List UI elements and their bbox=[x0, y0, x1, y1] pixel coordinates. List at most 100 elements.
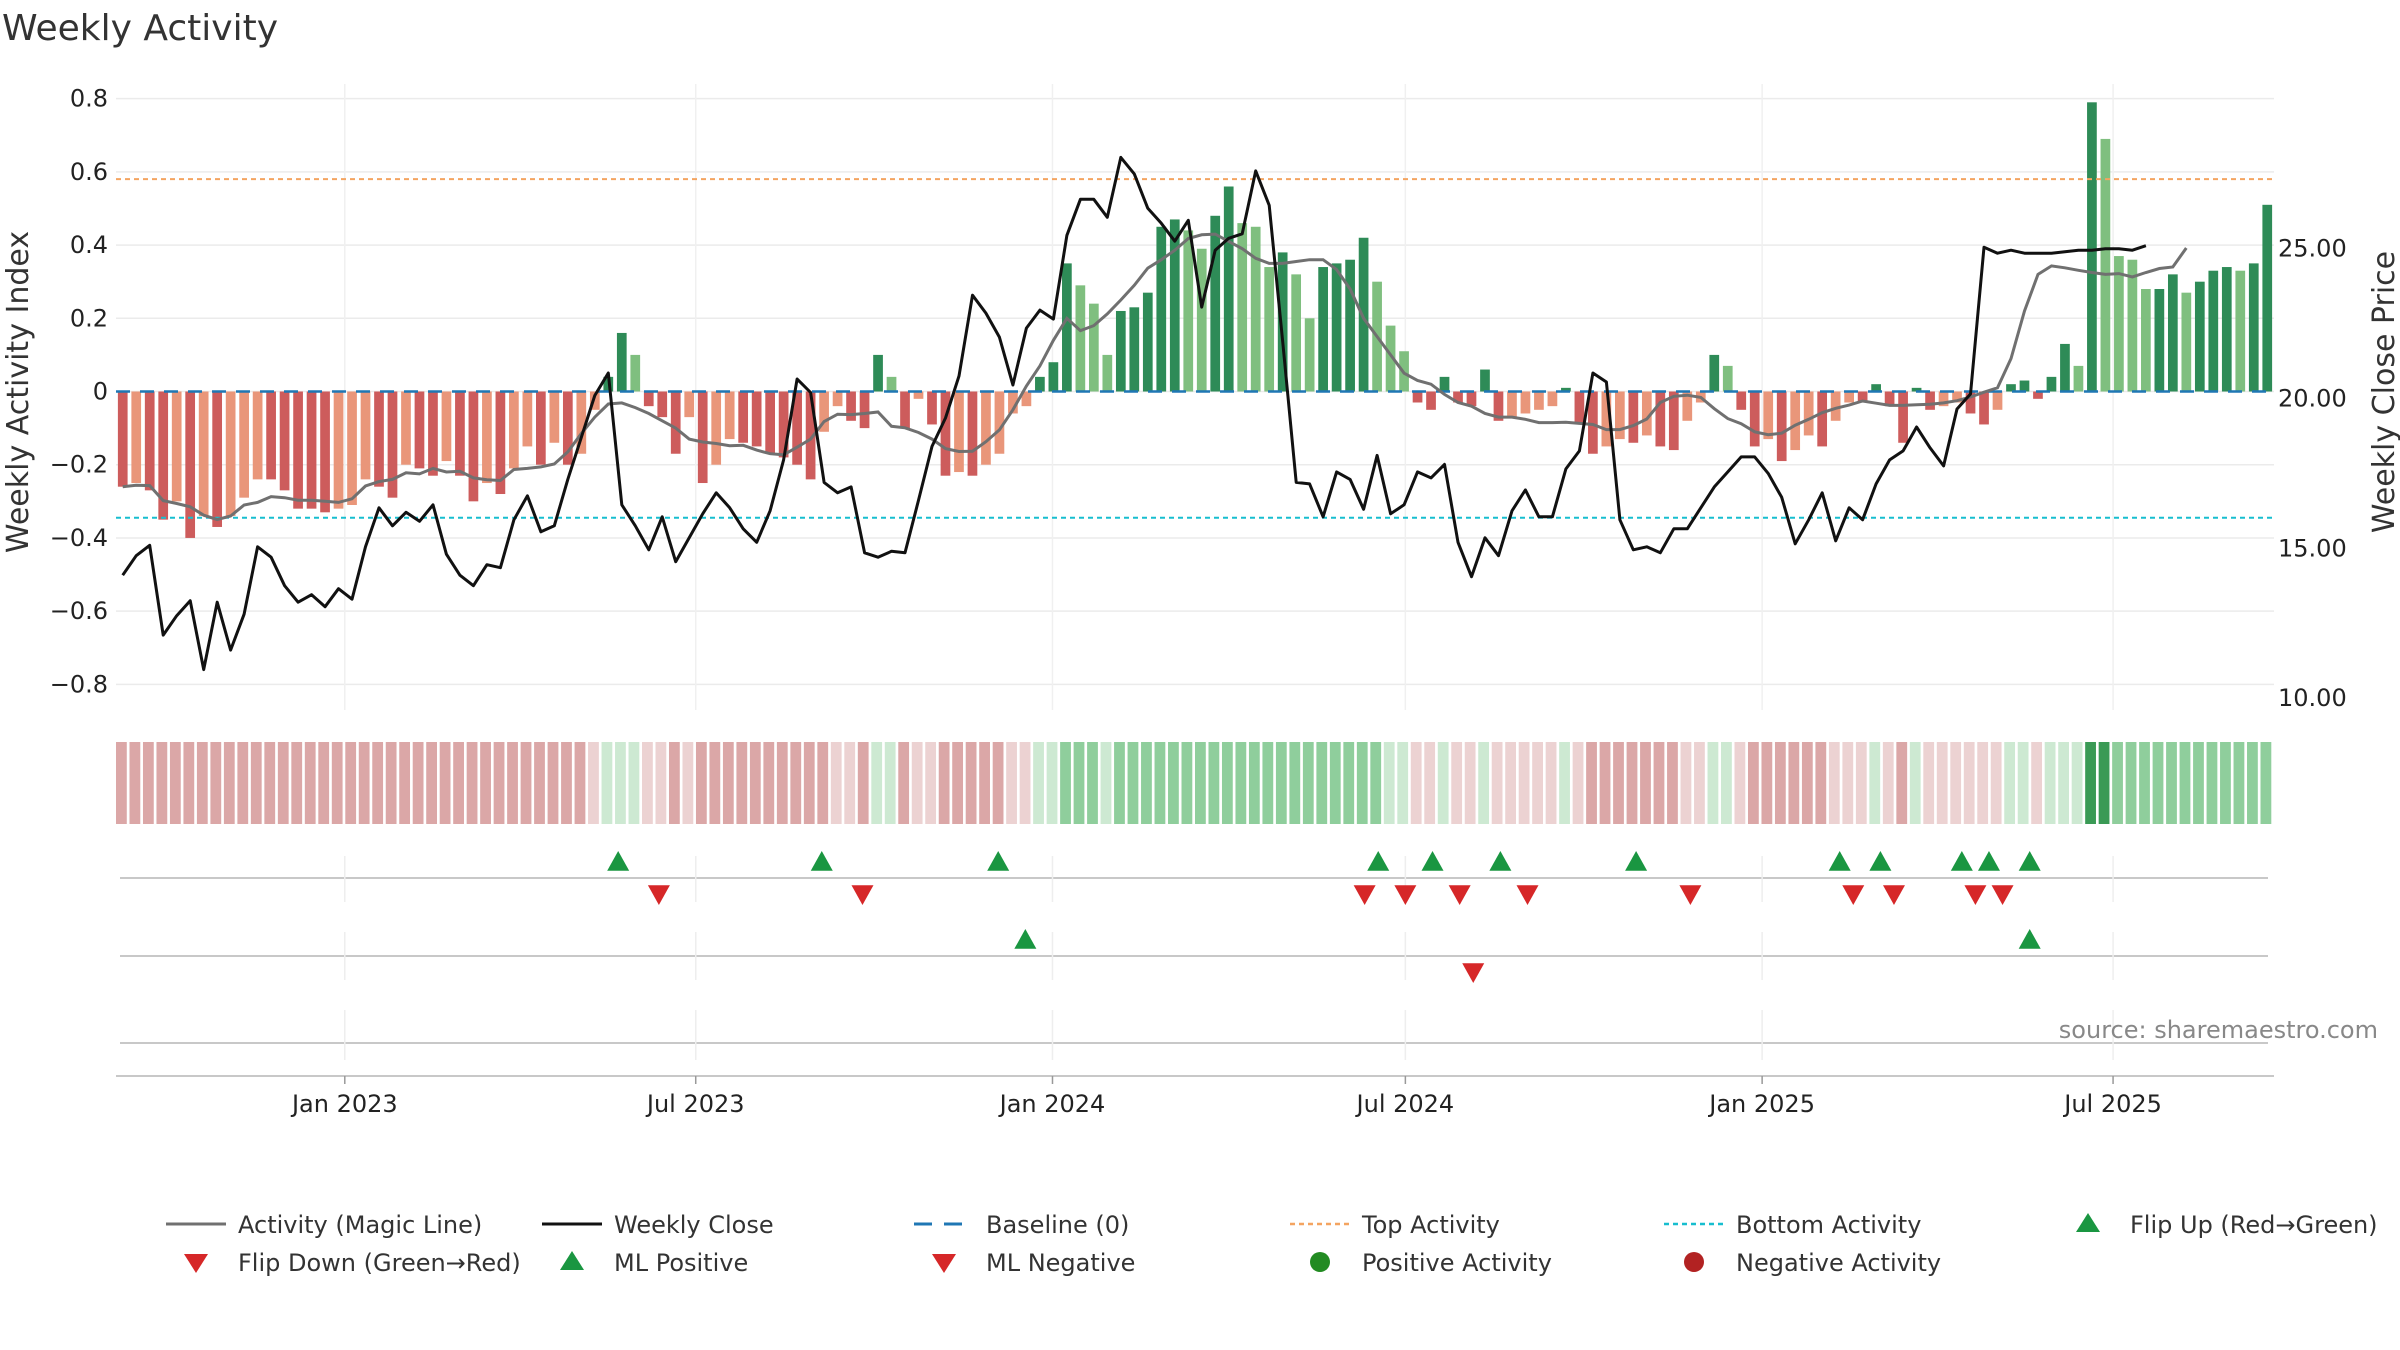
activity-bar bbox=[1830, 391, 1841, 421]
activity-bar bbox=[1277, 252, 1288, 392]
activity-bar bbox=[2194, 281, 2205, 392]
activity-bar bbox=[1749, 391, 1760, 447]
heat-cell bbox=[857, 742, 869, 824]
activity-bar bbox=[1439, 376, 1450, 392]
activity-bar bbox=[1223, 186, 1234, 392]
heat-cell bbox=[830, 742, 842, 824]
activity-bar bbox=[387, 391, 398, 498]
activity-bar bbox=[913, 391, 924, 399]
y-tick-label: −0.8 bbox=[50, 670, 108, 698]
activity-bar bbox=[117, 391, 128, 487]
y2-axis-label: Weekly Close Price bbox=[2367, 251, 2400, 533]
y-tick-label: 0 bbox=[93, 378, 108, 406]
y2-tick-label: 20.00 bbox=[2278, 384, 2347, 412]
heat-cell bbox=[763, 742, 775, 824]
flip-up-marker bbox=[1950, 851, 1973, 871]
heat-cell bbox=[1815, 742, 1827, 824]
heat-cell bbox=[1316, 742, 1328, 824]
heat-cell bbox=[1221, 742, 1233, 824]
x-tick-label: Jul 2024 bbox=[1355, 1090, 1455, 1118]
activity-bar bbox=[1426, 391, 1436, 410]
activity-bar bbox=[198, 391, 209, 516]
heat-cell bbox=[736, 742, 748, 824]
heat-cell bbox=[237, 742, 249, 824]
activity-bar bbox=[670, 391, 681, 454]
activity-bar bbox=[2127, 259, 2138, 392]
activity-bar bbox=[131, 391, 142, 484]
heat-cell bbox=[574, 742, 586, 824]
activity-bar bbox=[522, 391, 533, 447]
heat-cell bbox=[1451, 742, 1463, 824]
heat-cell bbox=[1006, 742, 1017, 824]
heat-cell bbox=[2166, 742, 2177, 824]
heat-cell bbox=[790, 742, 802, 824]
activity-bar bbox=[1466, 391, 1477, 407]
heat-cell bbox=[1896, 742, 1908, 824]
heat-cell bbox=[129, 742, 141, 824]
heat-cell bbox=[642, 742, 653, 824]
flip-up-marker bbox=[1625, 851, 1648, 871]
y2-tick-label: 10.00 bbox=[2278, 684, 2347, 712]
heat-cell bbox=[1410, 742, 1422, 824]
heat-cell bbox=[2206, 742, 2218, 824]
heat-cell bbox=[1640, 742, 1651, 824]
flip-up-marker bbox=[810, 851, 833, 871]
heat-cell bbox=[628, 742, 640, 824]
heat-cell bbox=[1532, 742, 1543, 824]
heat-cell bbox=[2233, 742, 2245, 824]
heat-cell bbox=[277, 742, 289, 824]
flip-down-marker bbox=[1353, 885, 1376, 905]
heat-cell bbox=[1289, 742, 1301, 824]
heat-cell bbox=[1275, 742, 1287, 824]
legend-swatch bbox=[932, 1254, 956, 1273]
activity-bar bbox=[185, 391, 196, 538]
legend-label: Flip Down (Green→Red) bbox=[238, 1249, 521, 1277]
activity-bar bbox=[778, 391, 789, 458]
legend-item: Flip Up (Red→Green) bbox=[2076, 1211, 2378, 1239]
heat-cell bbox=[480, 742, 491, 824]
activity-bar bbox=[293, 391, 303, 509]
heat-cell bbox=[1963, 742, 1975, 824]
legend-item: ML Positive bbox=[560, 1249, 748, 1277]
heat-cell bbox=[1599, 742, 1611, 824]
heat-cell bbox=[2125, 742, 2137, 824]
heat-cell bbox=[1774, 742, 1786, 824]
activity-bar bbox=[1088, 303, 1099, 392]
activity-bar bbox=[2154, 289, 2165, 392]
heat-cell bbox=[264, 742, 276, 824]
activity-bar bbox=[886, 376, 897, 392]
activity-bar bbox=[1156, 226, 1167, 392]
heat-cell bbox=[1734, 742, 1746, 824]
heat-cell bbox=[1667, 742, 1678, 824]
activity-bar bbox=[333, 391, 344, 509]
activity-bar bbox=[940, 391, 951, 476]
activity-bar bbox=[1615, 391, 1625, 440]
activity-bar bbox=[616, 332, 627, 392]
heat-cell bbox=[655, 742, 667, 824]
heat-cell bbox=[1572, 742, 1584, 824]
activity-bar bbox=[576, 391, 587, 454]
legend-label: ML Positive bbox=[614, 1249, 748, 1277]
activity-bar bbox=[1008, 391, 1018, 414]
heat-cell bbox=[439, 742, 451, 824]
activity-bar bbox=[859, 391, 870, 429]
activity-bar bbox=[2033, 391, 2043, 399]
activity-bar bbox=[1035, 376, 1045, 392]
heat-cell bbox=[304, 742, 316, 824]
activity-bar bbox=[562, 391, 573, 465]
legend-label: Top Activity bbox=[1361, 1211, 1500, 1239]
activity-bar bbox=[1210, 215, 1221, 392]
activity-bar bbox=[1938, 391, 1949, 407]
activity-bar bbox=[994, 391, 1005, 454]
y-tick-label: 0.8 bbox=[70, 85, 108, 113]
flip-up-marker bbox=[2018, 851, 2041, 871]
heat-cell bbox=[1828, 742, 1840, 824]
heat-cell bbox=[1181, 742, 1193, 824]
legend-label: Positive Activity bbox=[1362, 1249, 1552, 1277]
y-tick-label: −0.6 bbox=[50, 597, 108, 625]
activity-bar bbox=[1345, 259, 1355, 392]
activity-bar bbox=[792, 391, 802, 465]
activity-bar bbox=[1776, 391, 1787, 462]
activity-bar bbox=[1075, 285, 1086, 392]
heat-cell bbox=[1801, 742, 1813, 824]
